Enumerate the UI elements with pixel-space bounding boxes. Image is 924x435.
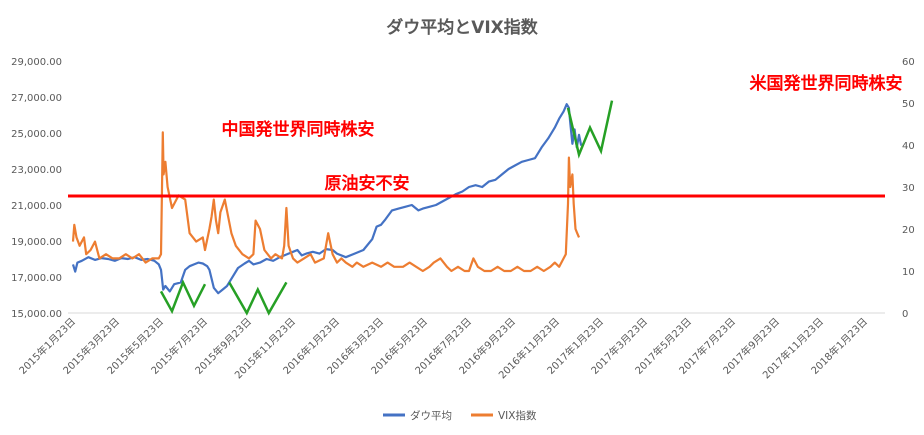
right-tick-label: 20: [902, 225, 915, 236]
right-tick-label: 60: [902, 57, 915, 68]
chart-title: ダウ平均とVIX指数: [386, 17, 539, 38]
left-tick-label: 21,000.00: [11, 201, 62, 212]
w-mark-2016-line: [228, 281, 288, 316]
left-tick-label: 19,000.00: [11, 237, 62, 248]
right-tick-label: 30: [902, 183, 915, 194]
overlay-marks: [68, 100, 885, 316]
legend: ダウ平均 VIX指数: [383, 409, 537, 422]
left-tick-label: 27,000.00: [11, 93, 62, 104]
left-tick-label: 15,000.00: [11, 309, 62, 320]
left-tick-label: 25,000.00: [11, 129, 62, 140]
left-tick-label: 23,000.00: [11, 165, 62, 176]
plot-area: [71, 103, 583, 295]
w-mark-2015-line: [159, 279, 207, 315]
right-tick-label: 0: [902, 309, 908, 320]
left-tick-label: 17,000.00: [11, 273, 62, 284]
legend-label-dow: ダウ平均: [410, 409, 452, 422]
right-tick-label: 50: [902, 99, 915, 110]
vix-index-line: [71, 131, 581, 273]
annotation-oil-anxiety: 原油安不安: [325, 173, 410, 194]
annotation-china-crash: 中国発世界同時株安: [222, 119, 375, 140]
right-tick-label: 10: [902, 267, 915, 278]
m-mark-2018-line: [566, 100, 614, 159]
left-axis-ticks: 15,000.00 17,000.00 19,000.00 21,000.00 23,0…: [11, 57, 62, 320]
annotation-us-crash: 米国発世界同時株安: [750, 73, 903, 94]
left-tick-label: 29,000.00: [11, 57, 62, 68]
legend-label-vix: VIX指数: [498, 409, 537, 422]
right-tick-label: 40: [902, 141, 915, 152]
dow-average-line: [71, 103, 583, 295]
x-axis-ticks: 2015年1月23日2015年3月23日2015年5月23日2015年7月23日…: [16, 315, 870, 381]
right-axis-ticks: 0 10 20 30 40 50 60: [902, 57, 915, 320]
